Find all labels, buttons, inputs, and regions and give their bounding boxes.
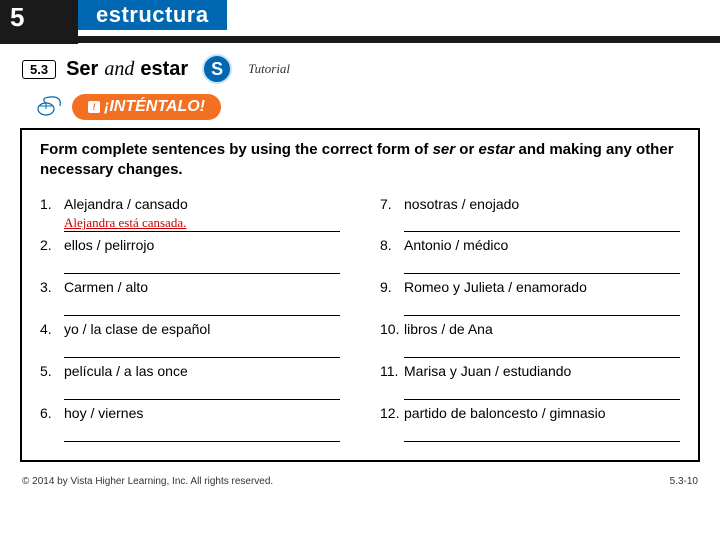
item-prompt: hoy / viernes xyxy=(64,404,340,423)
item-prompt: yo / la clase de español xyxy=(64,320,340,339)
exercise-item: 10.libros / de Ana xyxy=(380,320,680,358)
item-number: 12. xyxy=(380,404,404,442)
page-ref: 5.3-10 xyxy=(670,476,698,487)
section-number-pill: 5.3 xyxy=(22,60,56,79)
intentalo-pill: ! ¡INTÉNTALO! xyxy=(72,94,221,120)
item-prompt: película / a las once xyxy=(64,362,340,381)
item-number: 11. xyxy=(380,362,404,400)
item-prompt: libros / de Ana xyxy=(404,320,680,339)
title-ser: Ser xyxy=(66,58,98,81)
exercise-item: 8.Antonio / médico xyxy=(380,236,680,274)
answer-line[interactable] xyxy=(404,256,680,274)
instructions: Form complete sentences by using the cor… xyxy=(40,140,680,181)
answer-line[interactable] xyxy=(404,214,680,232)
item-number: 3. xyxy=(40,278,64,316)
item-number: 7. xyxy=(380,195,404,233)
estructura-label: estructura xyxy=(78,0,227,30)
exercise-item: 12.partido de baloncesto / gimnasio xyxy=(380,404,680,442)
exercise-item: 3.Carmen / alto xyxy=(40,278,340,316)
exercise-item: 5.película / a las once xyxy=(40,362,340,400)
item-number: 1. xyxy=(40,195,64,233)
intentalo-row: ! ¡INTÉNTALO! xyxy=(0,88,720,128)
answer-line[interactable]: Alejandra está cansada. xyxy=(64,214,340,232)
item-number: 10. xyxy=(380,320,404,358)
answer-line[interactable] xyxy=(64,340,340,358)
answer-line[interactable] xyxy=(404,340,680,358)
exercise-item: 11.Marisa y Juan / estudiando xyxy=(380,362,680,400)
answer-line[interactable] xyxy=(64,298,340,316)
item-number: 8. xyxy=(380,236,404,274)
answer-line[interactable] xyxy=(64,424,340,442)
exercise-item: 2.ellos / pelirrojo xyxy=(40,236,340,274)
item-prompt: Marisa y Juan / estudiando xyxy=(404,362,680,381)
exercise-item: 4.yo / la clase de español xyxy=(40,320,340,358)
item-prompt: nosotras / enojado xyxy=(404,195,680,214)
exercise-item: 7.nosotras / enojado xyxy=(380,195,680,233)
item-number: 6. xyxy=(40,404,64,442)
item-prompt: Antonio / médico xyxy=(404,236,680,255)
item-prompt: Alejandra / cansado xyxy=(64,195,340,214)
item-prompt: partido de baloncesto / gimnasio xyxy=(404,404,680,423)
answer-line[interactable] xyxy=(64,382,340,400)
section-title: Ser and estar xyxy=(66,58,188,81)
item-prompt: Romeo y Julieta / enamorado xyxy=(404,278,680,297)
intentalo-text: ¡INTÉNTALO! xyxy=(104,98,205,116)
tutorial-label: Tutorial xyxy=(248,61,290,77)
item-number: 9. xyxy=(380,278,404,316)
copyright: © 2014 by Vista Higher Learning, Inc. Al… xyxy=(22,476,273,487)
header: 5 estructura xyxy=(0,0,720,44)
answer-line[interactable] xyxy=(64,256,340,274)
answer-line[interactable] xyxy=(404,382,680,400)
mouse-icon xyxy=(36,96,64,118)
exercise-item: 1.Alejandra / cansadoAlejandra está cans… xyxy=(40,195,340,233)
item-number: 2. xyxy=(40,236,64,274)
exercise-item: 9.Romeo y Julieta / enamorado xyxy=(380,278,680,316)
title-and: and xyxy=(104,58,134,81)
item-prompt: ellos / pelirrojo xyxy=(64,236,340,255)
answer-line[interactable] xyxy=(404,298,680,316)
item-prompt: Carmen / alto xyxy=(64,278,340,297)
exclaim-icon: ! xyxy=(88,101,100,113)
item-number: 5. xyxy=(40,362,64,400)
footer: © 2014 by Vista Higher Learning, Inc. Al… xyxy=(0,462,720,487)
s-badge-icon: S xyxy=(202,54,232,84)
right-column: 7.nosotras / enojado8.Antonio / médico9.… xyxy=(380,195,680,446)
exercise-box: Form complete sentences by using the cor… xyxy=(20,128,700,462)
subheader: 5.3 Ser and estar S Tutorial xyxy=(0,44,720,88)
title-estar: estar xyxy=(140,58,188,81)
exercise-item: 6.hoy / viernes xyxy=(40,404,340,442)
answer-line[interactable] xyxy=(404,424,680,442)
item-number: 4. xyxy=(40,320,64,358)
left-column: 1.Alejandra / cansadoAlejandra está cans… xyxy=(40,195,340,446)
